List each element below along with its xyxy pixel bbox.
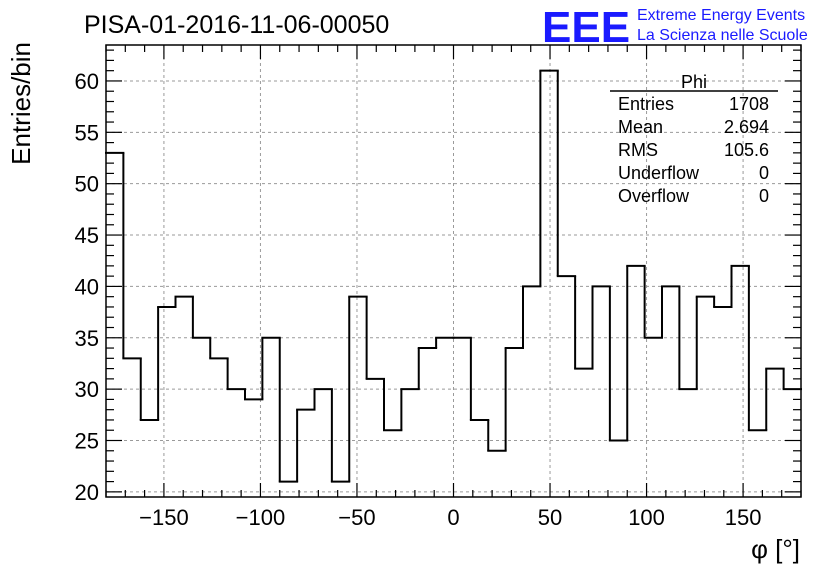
eee-logo-mark: EEE [542,3,630,52]
y-tick-label: 50 [75,172,99,197]
y-axis-title: Entries/bin [6,42,36,165]
y-tick-label: 60 [75,69,99,94]
stat-value-entries: 1708 [729,94,769,114]
y-tick-label: 40 [75,274,99,299]
stats-box: Phi Entries 1708 Mean 2.694 RMS 105.6 Un… [610,72,778,206]
stat-value-overflow: 0 [759,186,769,206]
x-axis-title: φ [°] [751,534,800,564]
x-tick-label: 100 [628,505,665,530]
y-tick-labels: 20 25 30 35 40 45 50 55 60 [75,69,99,505]
x-tick-label: 50 [538,505,562,530]
x-tick-label: 150 [725,505,762,530]
stat-label-mean: Mean [618,117,663,137]
x-tick-label: 0 [447,505,459,530]
y-tick-label: 55 [75,120,99,145]
plot-frame [105,44,802,498]
logo-line-1: Extreme Energy Events [637,7,805,24]
stat-value-mean: 2.694 [724,117,769,137]
x-tick-label: −100 [236,505,286,530]
grid-lines [106,45,801,497]
x-tick-label: −50 [338,505,375,530]
y-tick-label: 45 [75,223,99,248]
x-tick-labels: −150 −100 −50 0 50 100 150 [139,505,761,530]
y-tick-label: 25 [75,429,99,454]
stat-label-underflow: Underflow [618,163,700,183]
stat-value-rms: 105.6 [724,140,769,160]
x-tick-label: −150 [139,505,189,530]
eee-logo: EEE Extreme Energy Events La Scienza nel… [542,3,808,52]
chart-title: PISA-01-2016-11-06-00050 [84,11,389,39]
y-tick-label: 20 [75,480,99,505]
stat-label-entries: Entries [618,94,674,114]
stat-label-rms: RMS [618,140,658,160]
stats-box-name: Phi [681,72,707,92]
stat-label-overflow: Overflow [618,186,690,206]
y-tick-label: 30 [75,377,99,402]
logo-line-2: La Scienza nelle Scuole [637,27,808,44]
y-tick-label: 35 [75,326,99,351]
stat-value-underflow: 0 [759,163,769,183]
histogram-series [105,69,802,483]
